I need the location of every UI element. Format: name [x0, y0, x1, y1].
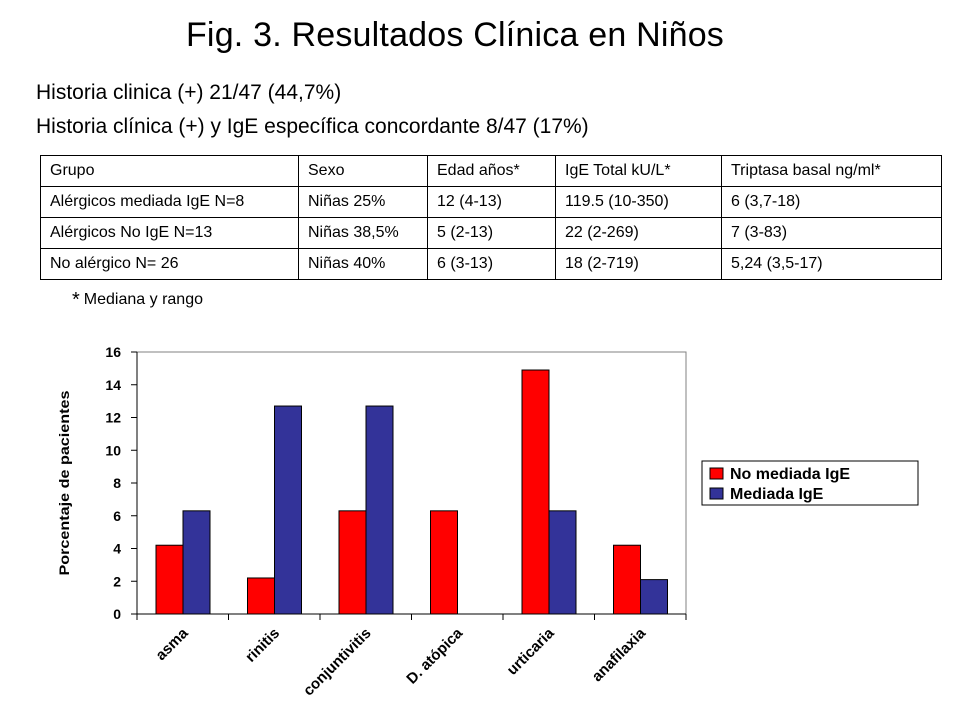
x-category-label: conjuntivitis	[300, 625, 374, 699]
bar-mediada	[365, 405, 394, 615]
x-category-label: rinitis	[242, 625, 283, 666]
table-cell: Alérgicos mediada IgE N=8	[40, 186, 299, 218]
x-category-label: anafilaxia	[589, 624, 650, 685]
y-tick-label: 0	[113, 606, 121, 622]
y-tick-label: 8	[113, 475, 121, 491]
table-header-cell: Sexo	[298, 155, 428, 187]
table-cell: 6 (3-13)	[427, 248, 556, 280]
bar-no-mediada	[155, 544, 184, 615]
y-tick-label: 10	[105, 442, 121, 458]
legend-label: No mediada IgE	[730, 466, 850, 483]
bar-no-mediada	[521, 369, 550, 615]
bar-mediada	[182, 510, 211, 615]
bar-mediada	[274, 405, 302, 615]
table-cell: 12 (4-13)	[427, 186, 556, 218]
legend-swatch	[709, 487, 724, 500]
table-header-cell: Triptasa basal ng/ml*	[721, 155, 942, 187]
info-line-concordant-ige: Historia clínica (+) y IgE específica co…	[36, 115, 589, 138]
y-tick-label: 16	[105, 344, 121, 360]
table-cell: 7 (3-83)	[721, 217, 942, 249]
table-cell: Niñas 40%	[298, 248, 428, 280]
legend-box	[701, 460, 919, 506]
bar-mediada	[548, 510, 577, 615]
table-row: Alérgicos mediada IgE N=8 Niñas 25% 12 (…	[40, 186, 942, 218]
bar-no-mediada	[430, 510, 458, 615]
bar-no-mediada	[247, 577, 275, 615]
table-header-row: Grupo Sexo Edad años* IgE Total kU/L* Tr…	[40, 155, 942, 187]
table-cell: 18 (2-719)	[555, 248, 722, 280]
y-tick-label: 14	[105, 377, 121, 393]
y-tick-label: 4	[113, 541, 121, 557]
x-category-label: urticaria	[504, 624, 558, 678]
x-category-label: D. atópica	[403, 624, 466, 687]
legend-swatch	[709, 467, 724, 480]
bar-no-mediada	[613, 544, 641, 615]
y-axis-title: Porcentaje de pacientes	[56, 390, 72, 575]
table-cell: Niñas 25%	[298, 186, 428, 218]
plot-area	[136, 351, 687, 615]
footnote-text: Mediana y rango	[83, 291, 203, 308]
table-cell: 22 (2-269)	[555, 217, 722, 249]
table-row: Alérgicos No IgE N=13 Niñas 38,5% 5 (2-1…	[40, 217, 942, 249]
y-tick-label: 6	[113, 508, 121, 524]
table-header-cell: Grupo	[40, 155, 299, 187]
table-cell: Niñas 38,5%	[298, 217, 428, 249]
figure-title: Fig. 3. Resultados Clínica en Niños	[185, 16, 725, 54]
info-line-clinical-history: Historia clinica (+) 21/47 (44,7%)	[36, 81, 342, 104]
table-row: No alérgico N= 26 Niñas 40% 6 (3-13) 18 …	[40, 248, 942, 280]
table-header-cell: IgE Total kU/L*	[555, 155, 722, 187]
y-tick-label: 12	[105, 410, 121, 426]
y-tick-label: 2	[113, 573, 121, 589]
bar-mediada	[640, 579, 668, 615]
legend-label: Mediada IgE	[730, 486, 824, 503]
bar-no-mediada	[338, 510, 367, 615]
table-cell: 119.5 (10-350)	[555, 186, 722, 218]
table-header-cell: Edad años*	[427, 155, 556, 187]
table-cell: Alérgicos No IgE N=13	[40, 217, 299, 249]
table-cell: 5,24 (3,5-17)	[721, 248, 942, 280]
x-category-label: asma	[152, 624, 192, 664]
results-table: Grupo Sexo Edad años* IgE Total kU/L* Tr…	[40, 155, 942, 280]
table-cell: 5 (2-13)	[427, 217, 556, 249]
footnote-star: *	[72, 289, 80, 311]
table-footnote: * Mediana y rango	[72, 289, 203, 312]
table-cell: No alérgico N= 26	[40, 248, 299, 280]
